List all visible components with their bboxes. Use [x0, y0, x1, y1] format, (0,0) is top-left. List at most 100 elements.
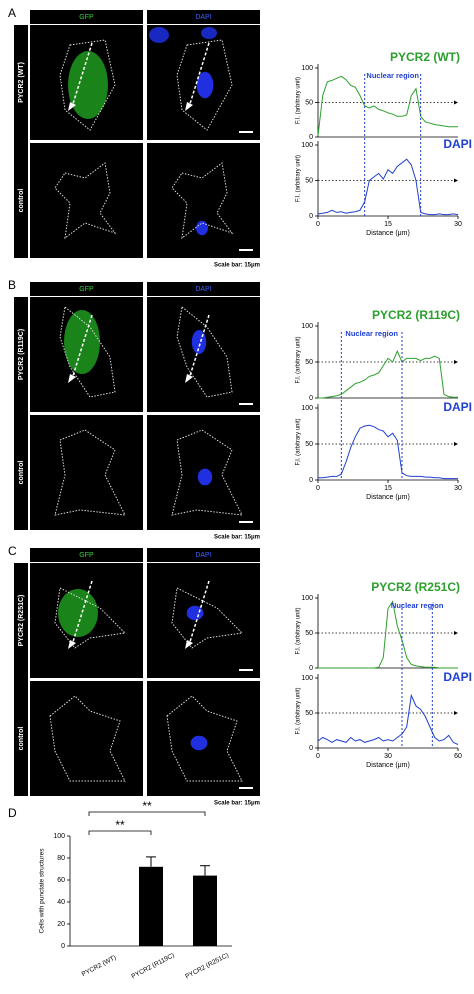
cell-outline: [176, 39, 233, 131]
row-label: PYCR2 (WT): [18, 62, 25, 103]
legend-label: DAPI: [443, 137, 472, 151]
y-axis-label: F.I. (arbitrary unit): [296, 418, 302, 465]
profile-line: [318, 424, 458, 480]
x-tick-label: 15: [384, 221, 392, 228]
y-axis-label: F.I. (arbitrary unit): [296, 607, 302, 654]
nucleus: [191, 330, 207, 354]
profile-arrow: [188, 42, 210, 108]
image-background: [147, 297, 260, 412]
channel-header: [147, 282, 260, 296]
row-label-strip: [14, 297, 28, 530]
channel-header: [30, 548, 143, 562]
reference-arrowhead: [454, 711, 458, 715]
gfp-signal: [68, 51, 108, 119]
profile-arrowhead: [68, 102, 76, 111]
nucleus: [196, 71, 214, 99]
y-tick-label: 100: [301, 595, 313, 602]
cell-outline: [171, 162, 234, 240]
profile-arrowhead: [185, 374, 193, 383]
profile-line: [317, 158, 459, 216]
y-tick-label: 100: [301, 142, 313, 149]
profile-line: [318, 600, 458, 669]
legend-label: PYCR2 (R251C): [371, 580, 460, 594]
x-axis-label: Distance (μm): [366, 494, 410, 501]
profile-line: [318, 349, 458, 399]
nucleus: [190, 735, 208, 751]
reference-arrowhead: [454, 442, 458, 446]
micrograph: [147, 681, 260, 796]
significance-bracket: [88, 830, 152, 835]
x-tick-label: 30: [384, 753, 392, 760]
row-label-strip: [14, 25, 28, 258]
y-tick-label: 0: [309, 745, 313, 752]
panel-letter: C: [8, 544, 17, 558]
micrograph: [30, 563, 143, 678]
channel-label: GFP: [79, 14, 94, 21]
y-axis-label: F.I. (arbitrary unit): [296, 687, 302, 734]
panel-letter: A: [8, 6, 16, 20]
x-axis-label: Distance (μm): [366, 230, 410, 237]
bar: [193, 875, 217, 946]
profile-arrowhead: [68, 640, 76, 649]
cell-outline: [54, 162, 117, 240]
cell-outline: [59, 39, 116, 131]
y-tick-label: 60: [57, 877, 65, 884]
cell-outline: [166, 695, 243, 782]
y-tick-label: 100: [53, 833, 65, 840]
channel-label: DAPI: [195, 286, 211, 293]
y-tick-label: 100: [301, 405, 313, 412]
x-tick-label: 15: [384, 485, 392, 492]
channel-label: GFP: [79, 286, 94, 293]
y-tick-label: 100: [301, 65, 313, 72]
row-label: control: [18, 189, 25, 213]
micrograph: [30, 25, 143, 140]
micrograph: [30, 681, 143, 796]
reference-arrowhead: [454, 631, 458, 635]
significance-label: **: [115, 818, 125, 832]
x-axis-label: Distance (μm): [366, 762, 410, 769]
y-tick-label: 80: [57, 855, 65, 862]
micrograph: [30, 143, 143, 258]
profile-arrowhead: [185, 102, 193, 111]
row-label: PYCR2 (R251C): [18, 595, 25, 647]
cell-outline: [49, 695, 126, 782]
nucleus: [186, 605, 204, 621]
panel-letter: D: [8, 806, 17, 820]
x-tick-label: 60: [454, 753, 462, 760]
x-tick-label: PYCR2 (WT): [81, 954, 118, 978]
y-tick-label: 0: [61, 943, 65, 950]
annotation: Nuclear region: [345, 329, 398, 338]
profile-arrow: [71, 580, 93, 646]
gfp-signal: [58, 589, 98, 637]
cell-outline: [171, 587, 244, 649]
scale-bar-label: Scale bar: 15μm: [214, 263, 260, 269]
micrograph: [147, 415, 260, 530]
channel-header: [30, 10, 143, 24]
significance-label: **: [142, 799, 152, 813]
row-label: control: [18, 461, 25, 485]
profile-arrow: [188, 314, 210, 380]
y-axis-label: F.I. (arbitrary unit): [296, 336, 302, 383]
nucleus: [197, 468, 213, 486]
y-axis-label: Cells with punctate structures: [39, 848, 46, 934]
profile-arrowhead: [68, 374, 76, 383]
channel-label: GFP: [79, 552, 94, 559]
annotation: Nuclear region: [366, 71, 419, 80]
y-tick-label: 20: [57, 921, 65, 928]
bar: [139, 866, 163, 946]
x-tick-label: PYCR2 (R251C): [184, 952, 230, 981]
cell-outline: [54, 587, 127, 649]
image-background: [30, 681, 143, 796]
profile-arrow: [188, 580, 210, 646]
y-tick-label: 100: [301, 675, 313, 682]
scale-bar-label: Scale bar: 15μm: [214, 801, 260, 807]
micrograph: [147, 143, 260, 258]
y-tick-label: 100: [301, 323, 313, 330]
x-tick-label: 30: [454, 485, 462, 492]
legend-label: DAPI: [443, 670, 472, 684]
y-tick-label: 40: [57, 899, 65, 906]
channel-header: [147, 10, 260, 24]
profile-line: [317, 75, 458, 136]
channel-header: [30, 282, 143, 296]
micrograph: [147, 563, 260, 678]
